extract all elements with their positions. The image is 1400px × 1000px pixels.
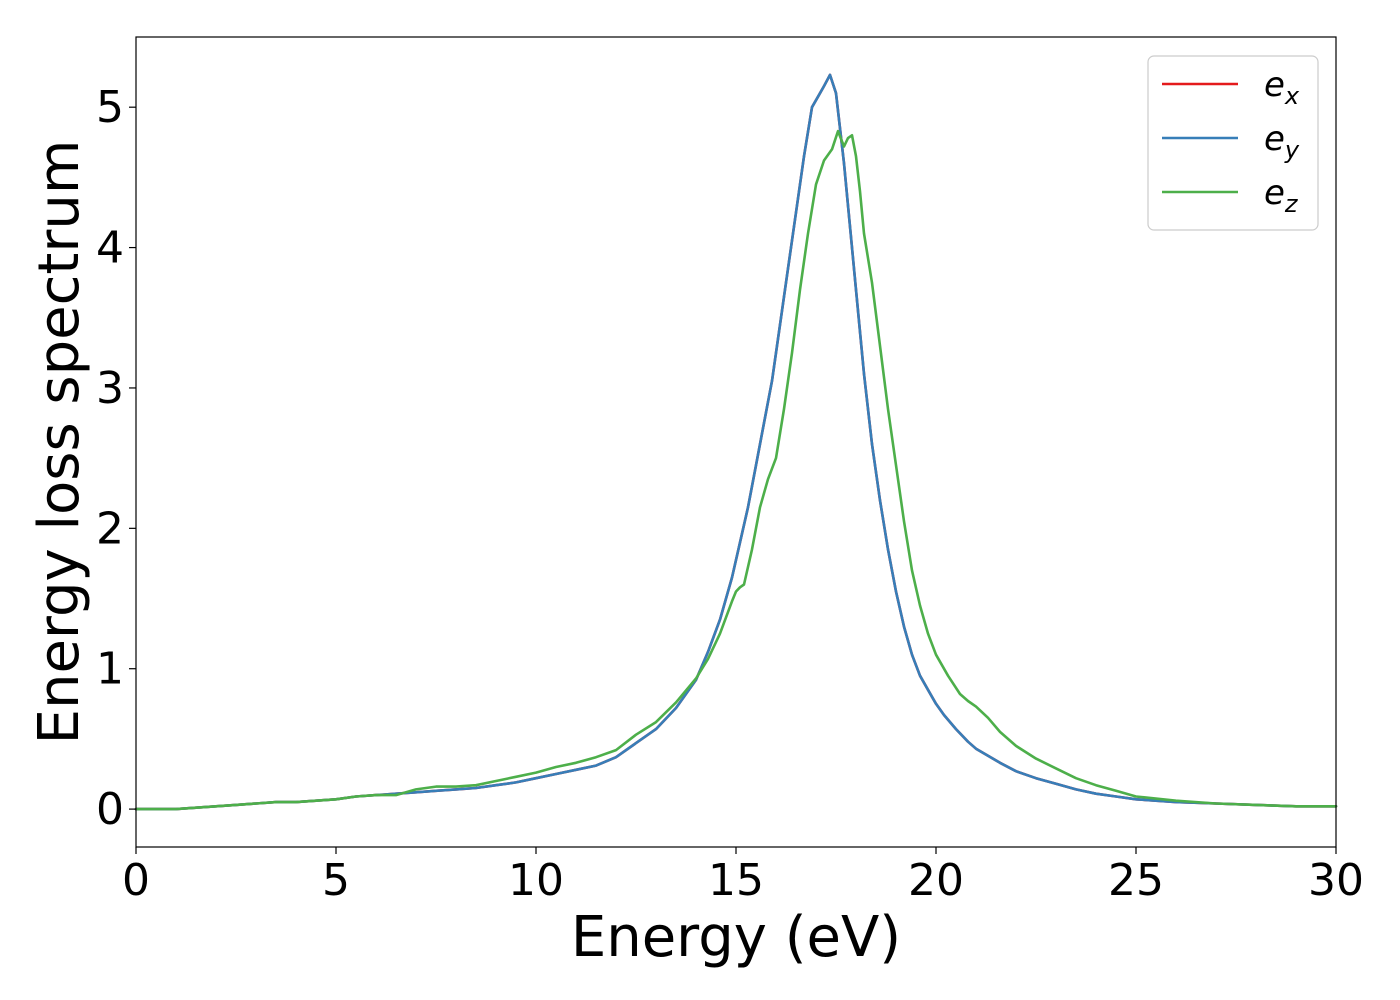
x-tick-label: 10 (508, 855, 564, 906)
y-tick-label: 2 (96, 503, 124, 554)
plot-background (136, 37, 1336, 847)
y-tick-label: 4 (96, 223, 124, 274)
x-tick-label: 30 (1308, 855, 1364, 906)
series-line-z (134, 129, 1338, 811)
legend-box (1147, 55, 1319, 231)
x-tick-label: 5 (322, 855, 350, 906)
x-tick-label: 15 (708, 855, 764, 906)
y-axis-label: Energy loss spectrum (27, 140, 92, 745)
y-axis: 0 1 2 3 4 5 (96, 82, 136, 835)
y-tick-label: 1 (96, 644, 124, 695)
x-axis: 0 5 10 15 20 25 30 (122, 847, 1364, 906)
y-tick-label: 0 (96, 784, 124, 835)
x-tick-label: 20 (908, 855, 964, 906)
x-tick-label: 0 (122, 855, 150, 906)
series-layer (134, 73, 1338, 811)
x-axis-label: Energy (eV) (571, 905, 901, 970)
y-tick-label: 3 (96, 363, 124, 414)
x-tick-label: 25 (1108, 855, 1164, 906)
y-tick-label: 5 (96, 82, 124, 133)
series-line-y (134, 73, 1338, 811)
